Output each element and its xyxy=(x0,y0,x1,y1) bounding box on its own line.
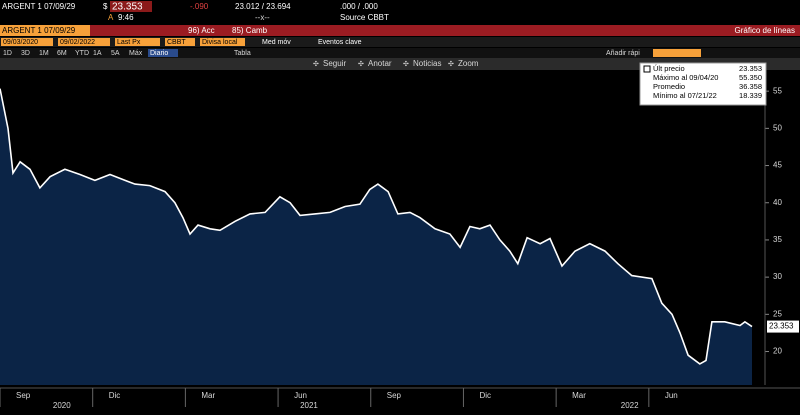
line xyxy=(0,88,753,365)
start-date[interactable]: 09/03/2020 xyxy=(3,39,38,46)
field-box[interactable] xyxy=(115,38,160,46)
x-tick-label: Mar xyxy=(572,391,586,400)
x-tick-label: Jun xyxy=(294,391,307,400)
time: 9:46 xyxy=(118,13,134,22)
year-label: 2021 xyxy=(300,401,318,410)
legend-value: 23.353 xyxy=(739,64,762,73)
legend-box xyxy=(639,62,767,106)
y-tick-label: 50 xyxy=(773,123,782,132)
legend-swatch xyxy=(643,65,651,73)
option[interactable]: Med móv xyxy=(262,39,291,46)
legend-stat-value: 18.339 xyxy=(739,91,762,100)
x-tick-label: Sep xyxy=(387,391,402,400)
quick-add-box[interactable] xyxy=(653,49,701,57)
period-button[interactable]: 1D xyxy=(3,50,12,57)
x-tick-label: Dic xyxy=(479,391,491,400)
source: Source CBBT xyxy=(340,13,389,22)
field-box[interactable] xyxy=(1,38,53,46)
security: ARGENT 1 07/09/29 xyxy=(2,2,76,11)
field-box[interactable] xyxy=(58,38,110,46)
legend-stat-label: Mínimo al 07/21/22 xyxy=(653,91,717,100)
tool-icon[interactable]: ✣ xyxy=(403,60,409,68)
area xyxy=(0,88,753,385)
separator: --x-- xyxy=(255,13,270,22)
period-button[interactable]: Máx xyxy=(129,50,143,57)
tools: ✣ Seguir ✣ Anotar ✣ Noticias ✣ Zoom xyxy=(313,59,479,68)
period-button[interactable]: 3D xyxy=(21,50,30,57)
time-prefix: A xyxy=(108,13,114,22)
tool-button[interactable]: Zoom xyxy=(458,59,479,68)
option[interactable]: Eventos clave xyxy=(318,39,362,46)
currency-field[interactable]: Divisa local xyxy=(202,39,238,46)
legend-stat-value: 55.350 xyxy=(739,73,762,82)
y-tick-label: 35 xyxy=(773,235,782,244)
plot: 20 25 30 35 40 45 50 55 23.353 Sep Dic Mar Jun Sep Dic… xyxy=(0,62,800,410)
last-value-tag xyxy=(767,320,799,333)
x-tick-label: Jun xyxy=(665,391,678,400)
period-button[interactable]: 6M xyxy=(57,50,67,57)
field-box[interactable] xyxy=(200,38,245,46)
currency: $ xyxy=(103,2,108,11)
legend-name: Últ precio xyxy=(653,64,685,73)
x-tick-label: Sep xyxy=(16,391,31,400)
period-button[interactable]: 1A xyxy=(93,50,102,57)
year-label: 2020 xyxy=(53,401,71,410)
change: -.090 xyxy=(190,2,209,11)
tool-icon[interactable]: ✣ xyxy=(448,60,454,68)
table-button[interactable]: Tabla xyxy=(234,50,251,57)
ticker-box[interactable] xyxy=(0,25,90,36)
tool-button[interactable]: Noticias xyxy=(413,59,441,68)
field-box[interactable] xyxy=(165,38,195,46)
period-buttons: 1D 3D 1M 6M YTD 1A 5A Máx xyxy=(3,50,143,57)
toolbar xyxy=(0,58,800,70)
period-button[interactable]: 1M xyxy=(39,50,49,57)
ticker[interactable]: ARGENT 1 07/09/29 xyxy=(2,26,76,35)
legend-stat-value: 36.358 xyxy=(739,82,762,91)
yield: .000 / .000 xyxy=(340,2,378,11)
range: 23.012 / 23.694 xyxy=(235,2,291,11)
legend-stat-label: Promedio xyxy=(653,82,685,91)
pricing-source[interactable]: CBBT xyxy=(167,39,186,46)
action[interactable]: 85) Camb xyxy=(232,26,268,35)
periods-bar xyxy=(0,48,800,58)
y-tick-label: 30 xyxy=(773,272,782,281)
price-box xyxy=(110,1,152,12)
quick-add[interactable]: Añadir rápi xyxy=(606,50,640,57)
action[interactable]: 96) Acc xyxy=(188,26,215,35)
period-button[interactable]: 5A xyxy=(111,50,120,57)
tool-icon[interactable]: ✣ xyxy=(313,60,319,68)
end-date[interactable]: 09/02/2022 xyxy=(60,39,95,46)
frequency-box[interactable] xyxy=(148,49,178,57)
y-tick-label: 40 xyxy=(773,198,782,207)
year-label: 2022 xyxy=(621,401,639,410)
tool-icon[interactable]: ✣ xyxy=(358,60,364,68)
x-tick-label: Mar xyxy=(201,391,215,400)
legend-stat-label: Máximo al 09/04/20 xyxy=(653,73,718,82)
period-button[interactable]: YTD xyxy=(75,50,89,57)
menu-bar xyxy=(0,25,800,36)
page-title: Gráfico de líneas xyxy=(735,26,795,35)
price: 23.353 xyxy=(112,2,143,13)
y-tick-label: 45 xyxy=(773,161,782,170)
y-tick-label: 55 xyxy=(773,86,782,95)
last-value-label: 23.353 xyxy=(769,322,794,331)
tool-button[interactable]: Seguir xyxy=(323,59,346,68)
x-tick-label: Dic xyxy=(109,391,121,400)
tool-button[interactable]: Anotar xyxy=(368,59,392,68)
frequency[interactable]: Diario xyxy=(150,50,168,57)
y-tick-label: 20 xyxy=(773,347,782,356)
field[interactable]: Last Px xyxy=(117,39,141,46)
y-tick-label: 25 xyxy=(773,309,782,318)
fields-bar xyxy=(0,37,800,47)
